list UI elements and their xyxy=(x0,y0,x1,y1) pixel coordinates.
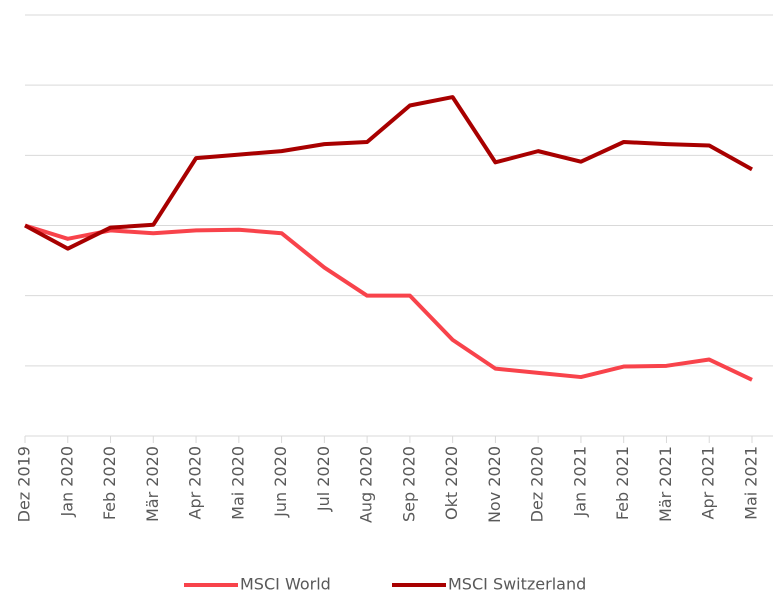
series-line xyxy=(24,95,753,251)
legend-label: MSCI World xyxy=(240,575,331,594)
x-tick-label: Nov 2020 xyxy=(485,446,504,523)
x-tick-label: Feb 2020 xyxy=(100,446,119,520)
x-tick-label: Jan 2021 xyxy=(570,446,589,517)
x-tick-label: Jun 2020 xyxy=(271,446,290,518)
x-tick-label: Mai 2021 xyxy=(742,446,761,520)
x-tick-label: Mär 2021 xyxy=(656,446,675,522)
series-line xyxy=(24,223,753,382)
x-tick-label: Okt 2020 xyxy=(442,446,461,520)
x-tick-label: Aug 2020 xyxy=(357,446,376,523)
x-tick-label: Mär 2020 xyxy=(143,446,162,522)
x-tick-label: Dez 2020 xyxy=(528,446,547,522)
x-tick-label: Jul 2020 xyxy=(314,446,333,512)
x-tick-label: Sep 2020 xyxy=(399,446,418,522)
x-tick-label: Dez 2019 xyxy=(15,446,34,522)
legend-label: MSCI Switzerland xyxy=(448,575,586,594)
x-tick-label: Feb 2021 xyxy=(613,446,632,520)
x-tick-label: Apr 2021 xyxy=(699,446,718,519)
x-tick-label: Jan 2020 xyxy=(57,446,76,517)
x-tick-label: Mai 2020 xyxy=(228,446,247,520)
x-tick-label: Apr 2020 xyxy=(186,446,205,519)
